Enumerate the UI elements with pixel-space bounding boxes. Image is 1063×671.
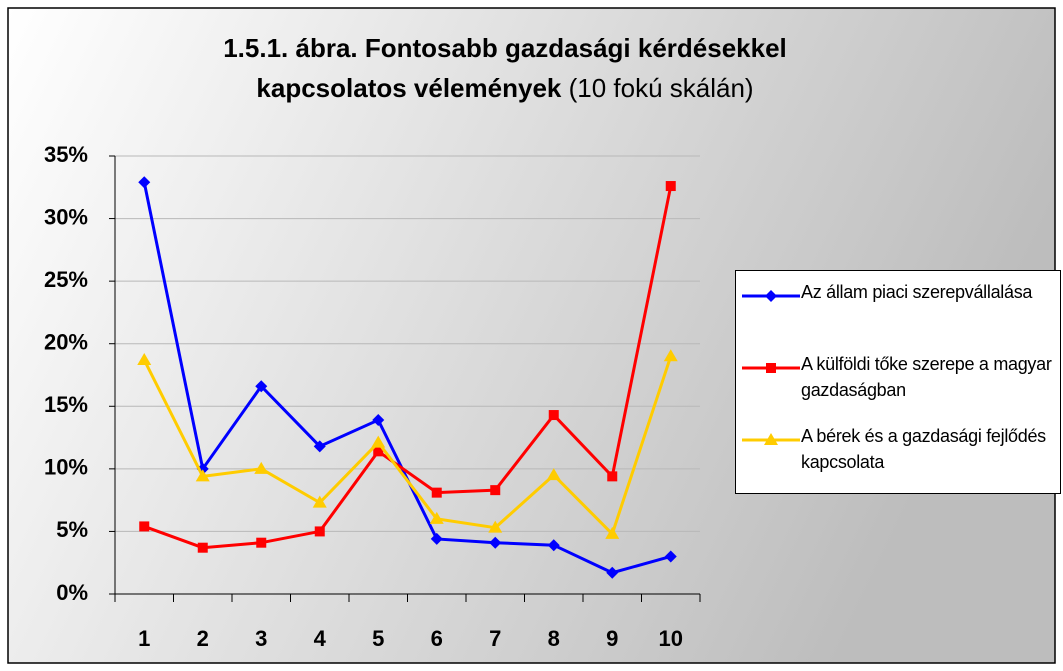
legend-label: A bérek és a gazdasági fejlődés kapcsola… [801,426,1046,472]
marker [606,566,619,579]
x-tick-label: 9 [606,626,618,651]
y-tick-label: 10% [44,455,88,480]
marker [429,511,444,524]
marker [312,495,327,508]
x-tick-label: 1 [138,626,150,651]
marker [431,487,442,498]
marker [255,380,268,393]
y-tick-label: 35% [44,142,88,167]
subtitle: (10 fokú skálán) [568,73,754,103]
series-line [143,185,673,550]
marker [313,440,326,453]
marker [605,526,620,539]
x-tick-label: 4 [314,626,327,651]
marker [373,446,384,457]
marker [195,469,210,482]
marker [607,471,618,482]
marker [256,537,267,548]
marker [664,550,677,563]
x-tick-label: 10 [659,626,683,651]
marker [490,485,501,496]
marker [197,542,208,553]
y-tick-label: 25% [44,267,88,292]
marker [547,539,560,552]
marker [766,363,776,373]
marker [488,520,503,533]
legend-keys [742,290,800,445]
marker [372,414,385,427]
marker [665,181,676,192]
marker [764,433,778,445]
marker [371,435,386,448]
legend-label: Az állam piaci szerepvállalása [801,282,1033,302]
y-tick-label: 0% [56,580,88,605]
marker [546,468,561,481]
title: 1.5.1. ábra. Fontosabb gazdasági kérdése… [223,33,787,103]
legend: Az állam piaci szerepvállalása A külföldi… [735,270,1061,494]
marker [489,536,502,549]
x-tick-label: 2 [197,626,209,651]
chart-title: 1.5.1. ábra. Fontosabb gazdasági kérdése… [185,28,825,108]
marker [138,176,151,189]
y-tick-label: 15% [44,392,88,417]
y-tick-label: 30% [44,204,88,229]
x-tick-label: 3 [255,626,267,651]
marker [139,521,150,532]
legend-label: A külföldi tőke szerepe a magyar gazdasá… [801,354,1052,400]
marker [548,410,559,421]
x-tick-label: 8 [548,626,560,651]
marker [765,290,777,302]
y-tick-label: 5% [56,517,88,542]
x-tick-label: 6 [431,626,443,651]
x-tick-label: 7 [489,626,501,651]
marker [663,349,678,362]
marker [430,532,443,545]
marker [254,461,269,474]
plot-area: 0% 5% 10% 15% 20% 25% 30% 35% 1 2 3 4 5 6 7 8 9 10 [44,142,701,651]
marker [137,352,152,365]
y-tick-label: 20% [44,330,88,355]
series-line [142,355,673,537]
x-tick-label: 5 [372,626,384,651]
marker [314,526,325,537]
